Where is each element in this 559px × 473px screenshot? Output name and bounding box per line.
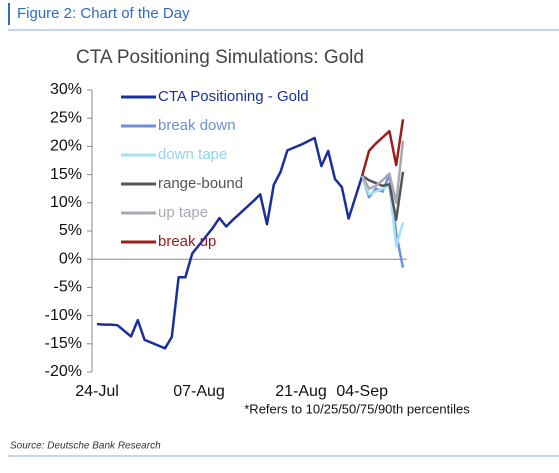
legend-label: break down bbox=[158, 117, 236, 134]
legend-label: down tape bbox=[158, 146, 227, 163]
y-tick-label: 20% bbox=[50, 138, 82, 155]
legend-label: up tape bbox=[158, 204, 208, 221]
y-tick-label: -5% bbox=[54, 279, 82, 296]
legend-label: range-bound bbox=[158, 175, 243, 192]
y-tick-label: -15% bbox=[45, 335, 82, 352]
x-tick-label: 04-Sep bbox=[336, 383, 388, 400]
x-tick-label: 07-Aug bbox=[173, 383, 225, 400]
y-tick-label: 25% bbox=[50, 109, 82, 126]
y-tick-label: 30% bbox=[50, 81, 82, 98]
y-tick-label: 10% bbox=[50, 194, 82, 211]
footnote: *Refers to 10/25/50/75/90th percentiles bbox=[244, 401, 470, 416]
series-line bbox=[96, 136, 364, 350]
x-tick-label: 21-Aug bbox=[275, 383, 327, 400]
series-line bbox=[361, 140, 405, 205]
y-tick-label: -20% bbox=[45, 363, 82, 380]
y-tick-label: 5% bbox=[59, 222, 82, 239]
y-tick-label: 15% bbox=[50, 166, 82, 183]
series-line bbox=[361, 173, 405, 268]
header: Figure 2: Chart of the Day bbox=[17, 5, 190, 22]
legend-label: break up bbox=[158, 233, 216, 250]
legend-label: CTA Positioning - Gold bbox=[158, 88, 309, 105]
source: Source: Deutsche Bank Research bbox=[10, 441, 161, 452]
series-line bbox=[360, 119, 405, 177]
x-tick-label: 24-Jul bbox=[75, 383, 119, 400]
series-line bbox=[361, 171, 405, 221]
y-tick-label: 0% bbox=[59, 250, 82, 267]
chart-title: CTA Positioning Simulations: Gold bbox=[76, 47, 364, 68]
y-tick-label: -10% bbox=[45, 307, 82, 324]
series-line bbox=[361, 175, 405, 248]
header-bar bbox=[8, 3, 10, 25]
